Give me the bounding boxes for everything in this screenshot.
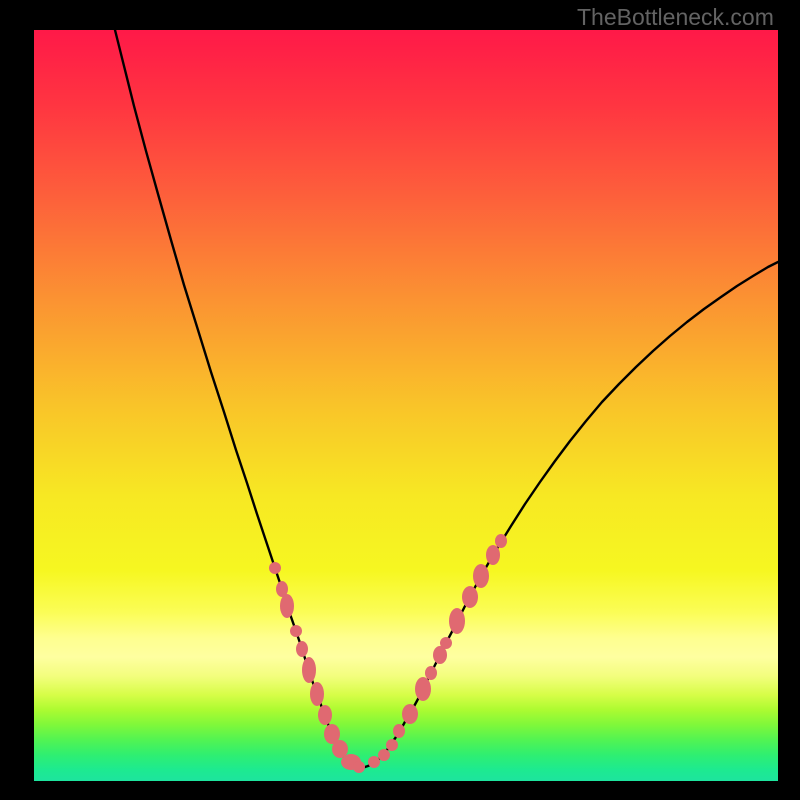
curve-marker <box>368 756 380 768</box>
curve-marker <box>462 586 478 608</box>
curve-marker <box>310 682 324 706</box>
curve-marker <box>378 749 390 761</box>
curve-marker <box>415 677 431 701</box>
curve-marker <box>386 739 398 751</box>
curve-marker <box>440 637 452 649</box>
curve-marker <box>353 761 365 773</box>
chart-svg <box>34 30 778 781</box>
curve-marker <box>280 594 294 618</box>
curve-marker <box>486 545 500 565</box>
curve-marker <box>402 704 418 724</box>
chart-plot-area <box>34 30 778 781</box>
curve-marker <box>393 724 405 738</box>
watermark-text: TheBottleneck.com <box>577 4 774 31</box>
curve-marker <box>318 705 332 725</box>
curve-marker <box>269 562 281 574</box>
curve-marker <box>495 534 507 548</box>
curve-marker <box>425 666 437 680</box>
curve-marker <box>473 564 489 588</box>
curve-marker <box>296 641 308 657</box>
curve-marker <box>449 608 465 634</box>
curve-marker <box>302 657 316 683</box>
gradient-background <box>34 30 778 781</box>
curve-marker <box>290 625 302 637</box>
